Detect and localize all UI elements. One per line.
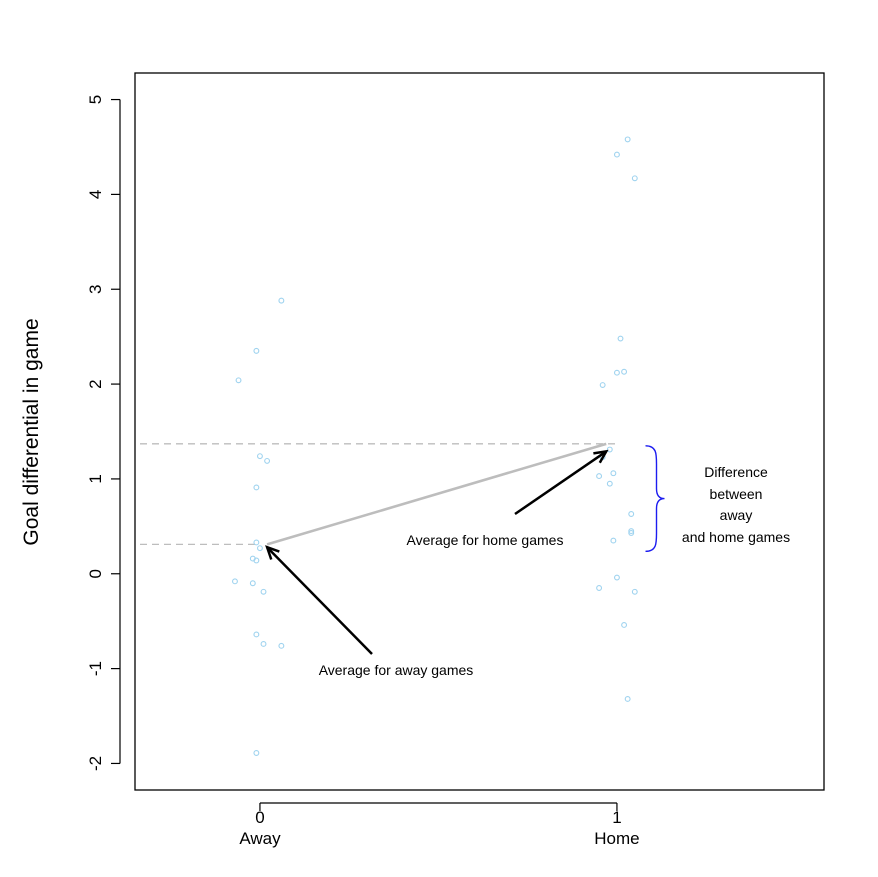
data-point: [253, 750, 260, 756]
data-points: [232, 136, 638, 756]
x-tick-label: 1: [612, 808, 621, 827]
y-tick-label: 4: [86, 190, 105, 199]
y-tick-label: 3: [86, 285, 105, 294]
data-point: [278, 642, 285, 649]
y-tick-label: 0: [86, 569, 105, 578]
data-point: [628, 528, 635, 535]
data-point: [610, 537, 617, 544]
home-average-arrow: [514, 449, 609, 516]
data-point: [596, 585, 603, 591]
difference-brace: [645, 445, 665, 553]
y-tick-label: 5: [86, 95, 105, 104]
difference-brace-path: [645, 445, 665, 553]
y-axis: -2 -1 0 1 2 3 4 5: [86, 95, 121, 771]
data-point: [278, 297, 285, 304]
data-point: [631, 588, 638, 595]
away-average-arrow: [265, 545, 373, 655]
home-average-label: Average for home games: [407, 532, 564, 548]
mean-connector-line: [266, 442, 607, 546]
data-point: [253, 557, 260, 564]
y-tick-label: -2: [86, 756, 105, 771]
data-point: [253, 539, 260, 546]
data-point: [624, 696, 631, 702]
data-point: [610, 470, 617, 477]
data-point: [628, 530, 635, 536]
y-axis-label: Goal differential in game: [20, 318, 43, 545]
y-tick-label: -1: [86, 661, 105, 676]
mean-guide-lines: [140, 443, 617, 546]
data-point: [264, 457, 271, 464]
data-point: [256, 545, 263, 552]
data-point: [249, 580, 256, 587]
difference-label-line-2: between: [710, 486, 763, 502]
away-average-label: Average for away games: [319, 662, 474, 678]
y-tick-label: 1: [86, 474, 105, 483]
data-point: [599, 382, 606, 388]
data-point: [232, 578, 238, 585]
x-tick-label: 0: [255, 808, 264, 827]
data-point: [256, 453, 263, 460]
data-point: [253, 484, 260, 491]
data-point: [628, 511, 635, 517]
difference-label-line-1: Difference: [704, 464, 768, 480]
data-point: [617, 335, 624, 342]
data-point: [235, 377, 242, 384]
plot-frame: [134, 72, 825, 791]
x-category-label: Away: [239, 829, 281, 848]
x-axis: 0 Away 1 Home: [239, 802, 640, 848]
data-point: [613, 574, 620, 581]
data-point: [631, 175, 638, 182]
x-category-label: Home: [594, 829, 639, 848]
data-point: [596, 473, 603, 480]
difference-label-line-3: away: [720, 507, 753, 523]
y-tick-label: 2: [86, 379, 105, 388]
data-point: [613, 151, 620, 158]
data-point: [253, 631, 260, 638]
difference-label-line-4: and home games: [682, 529, 790, 545]
data-point: [260, 588, 267, 595]
mean-connector: [266, 442, 607, 546]
data-point: [624, 136, 631, 143]
data-point: [621, 368, 628, 375]
data-point: [621, 622, 628, 628]
data-point: [606, 446, 613, 453]
annotation-arrows: [265, 449, 609, 655]
data-point: [606, 480, 613, 487]
data-point: [613, 369, 620, 376]
data-point: [260, 640, 267, 647]
data-point: [253, 347, 260, 354]
